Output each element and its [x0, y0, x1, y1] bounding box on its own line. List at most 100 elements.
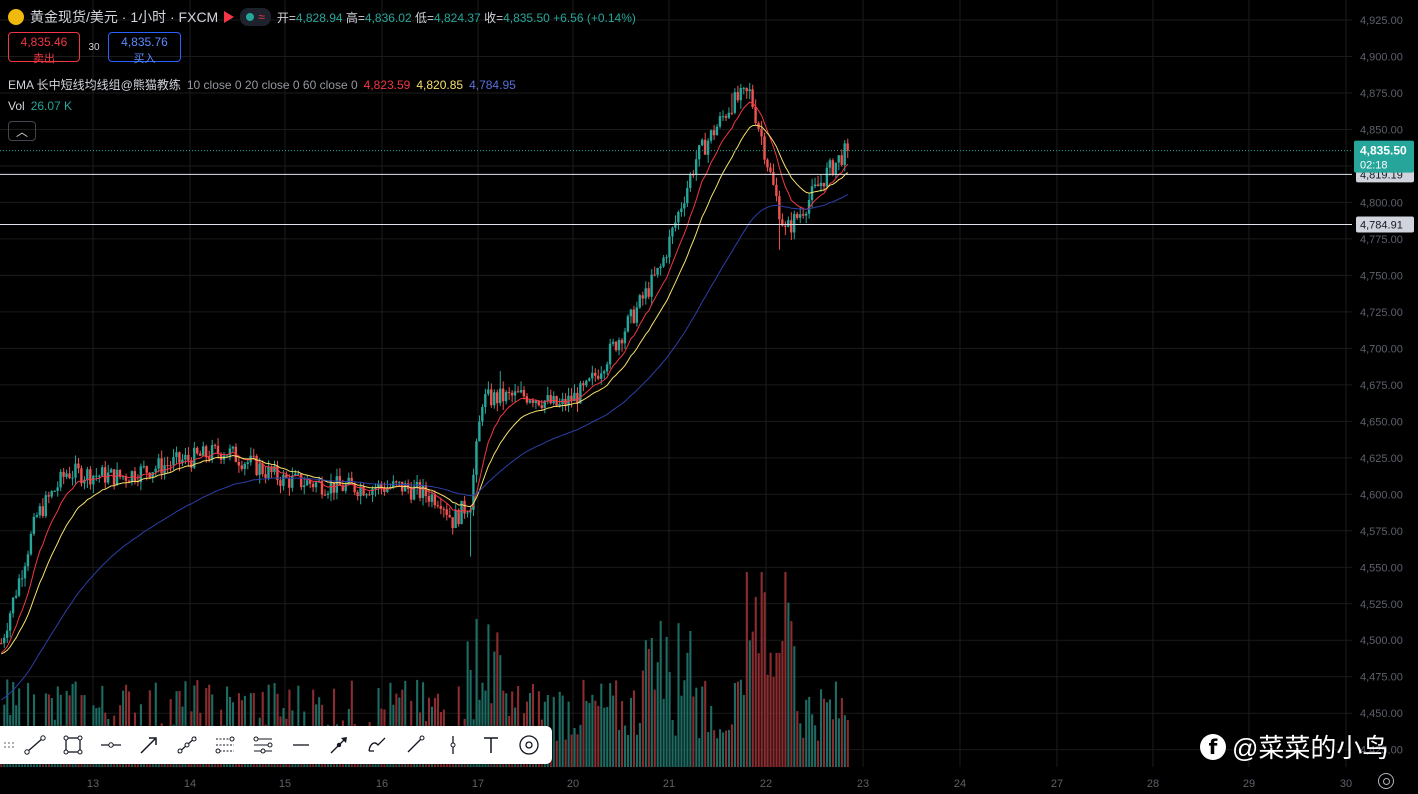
- ema10-line: [0, 101, 849, 654]
- rectangle-icon[interactable]: [54, 726, 92, 764]
- candle-body: [617, 339, 621, 351]
- candle-body: [585, 380, 588, 386]
- candle-body: [320, 480, 324, 495]
- candle-body: [430, 494, 434, 502]
- volume-bar: [350, 680, 353, 767]
- candle-body: [671, 227, 674, 237]
- volume-bar: [466, 641, 469, 767]
- volume-bar: [665, 636, 668, 767]
- candle-body: [599, 373, 603, 379]
- horizontal-line-icon[interactable]: [282, 726, 320, 764]
- volume-bar: [475, 618, 478, 767]
- parallel-channel-icon[interactable]: [168, 726, 206, 764]
- candle-body: [451, 517, 454, 529]
- grip-icon[interactable]: [4, 735, 16, 755]
- volume-bar: [754, 596, 757, 767]
- candle-body: [228, 448, 232, 456]
- candle-body: [353, 483, 356, 493]
- candle-body: [395, 481, 398, 483]
- candle-body: [240, 465, 243, 469]
- buy-button[interactable]: 4,835.76 买入: [108, 32, 181, 65]
- symbol-title[interactable]: 黄金现货/美元 · 1小时 · FXCM: [30, 9, 219, 25]
- candle-body: [44, 495, 47, 517]
- ema-name: EMA 长中短线均线组@熊猫教练: [8, 78, 181, 92]
- volume-bar: [588, 703, 591, 767]
- last-price-tag: [1354, 140, 1414, 173]
- candle-body: [2, 637, 6, 644]
- volume-bar: [618, 729, 621, 767]
- candle-body: [231, 446, 235, 449]
- candle-body: [549, 395, 552, 404]
- wave-icon: ≈: [258, 10, 265, 24]
- candle-body: [368, 494, 371, 496]
- x-tick-label: 14: [184, 778, 196, 790]
- candle-body: [198, 453, 202, 456]
- candle-body: [204, 446, 208, 458]
- candle-body: [795, 214, 799, 218]
- candle-body: [258, 463, 261, 476]
- volume-bar: [184, 681, 187, 767]
- candle-body: [311, 483, 315, 488]
- buy-label: 买入: [133, 53, 156, 65]
- volume-bar: [808, 696, 811, 767]
- horizontal-ray-icon[interactable]: [92, 726, 130, 764]
- volume-bar: [799, 723, 802, 767]
- volume-bar: [576, 734, 579, 767]
- fib-retracement-icon[interactable]: [206, 726, 244, 764]
- x-tick-label: 13: [87, 778, 99, 790]
- y-tick-label: 4,600.00: [1360, 489, 1403, 501]
- candle-body: [629, 309, 633, 317]
- candle-body: [481, 407, 484, 422]
- arrow-icon[interactable]: [130, 726, 168, 764]
- price-axis: 4,925.004,900.004,875.004,850.004,825.00…: [1360, 15, 1403, 757]
- gann-fan-icon[interactable]: [244, 726, 282, 764]
- sell-button[interactable]: 4,835.46 卖出: [8, 32, 80, 65]
- volume-bar: [74, 681, 77, 767]
- candle-body: [504, 391, 508, 402]
- volume-bar: [787, 602, 790, 767]
- ema-params: 10 close 0 20 close 0 60 close 0: [186, 77, 358, 92]
- candle-body: [187, 454, 190, 461]
- volume-bar: [615, 680, 618, 767]
- y-tick-label: 4,525.00: [1360, 599, 1403, 611]
- high-label: 高=: [345, 10, 365, 25]
- change-value: +6.56 (+0.14%): [553, 10, 636, 25]
- volume-bar: [680, 695, 683, 767]
- volume-bar: [641, 670, 644, 767]
- volume-bar: [555, 740, 558, 767]
- volume-bar: [659, 620, 662, 767]
- x-tick-label: 24: [954, 778, 966, 790]
- symbol-legend: 黄金现货/美元 · 1小时 · FXCM ≈ 开=4,828.94 高=4,83…: [8, 7, 636, 27]
- candle-body: [65, 473, 68, 477]
- x-tick-label: 20: [567, 778, 579, 790]
- trend-line-icon[interactable]: [16, 726, 54, 764]
- candle-body: [442, 508, 445, 510]
- volume-bar: [558, 691, 561, 767]
- candle-body: [573, 392, 576, 402]
- line-icon[interactable]: [396, 726, 434, 764]
- candle-body: [825, 167, 829, 187]
- volume-bar: [573, 727, 576, 767]
- measure-icon[interactable]: [510, 726, 548, 764]
- volume-bar: [582, 679, 585, 767]
- volume-legend[interactable]: Vol 26.07 K: [8, 99, 72, 113]
- candle-body: [403, 483, 407, 492]
- chart-settings-icon[interactable]: [1378, 773, 1394, 789]
- ema-legend[interactable]: EMA 长中短线均线组@熊猫教练 10 close 0 20 close 0 6…: [8, 76, 516, 93]
- candle-body: [246, 462, 249, 464]
- candle-body: [507, 391, 511, 393]
- collapse-legend-button[interactable]: ︿: [8, 121, 36, 141]
- candle-body: [314, 482, 318, 488]
- text-icon[interactable]: [472, 726, 510, 764]
- candle-body: [106, 472, 110, 483]
- flag-icon[interactable]: [224, 11, 235, 23]
- arrow-marker-icon[interactable]: [320, 726, 358, 764]
- volume-bar: [751, 631, 754, 767]
- volume-bar: [6, 679, 9, 767]
- candle-body: [279, 480, 282, 486]
- candle-body: [285, 474, 288, 478]
- brush-icon[interactable]: [358, 726, 396, 764]
- vertical-line-icon[interactable]: [434, 726, 472, 764]
- market-status[interactable]: ≈: [240, 8, 271, 26]
